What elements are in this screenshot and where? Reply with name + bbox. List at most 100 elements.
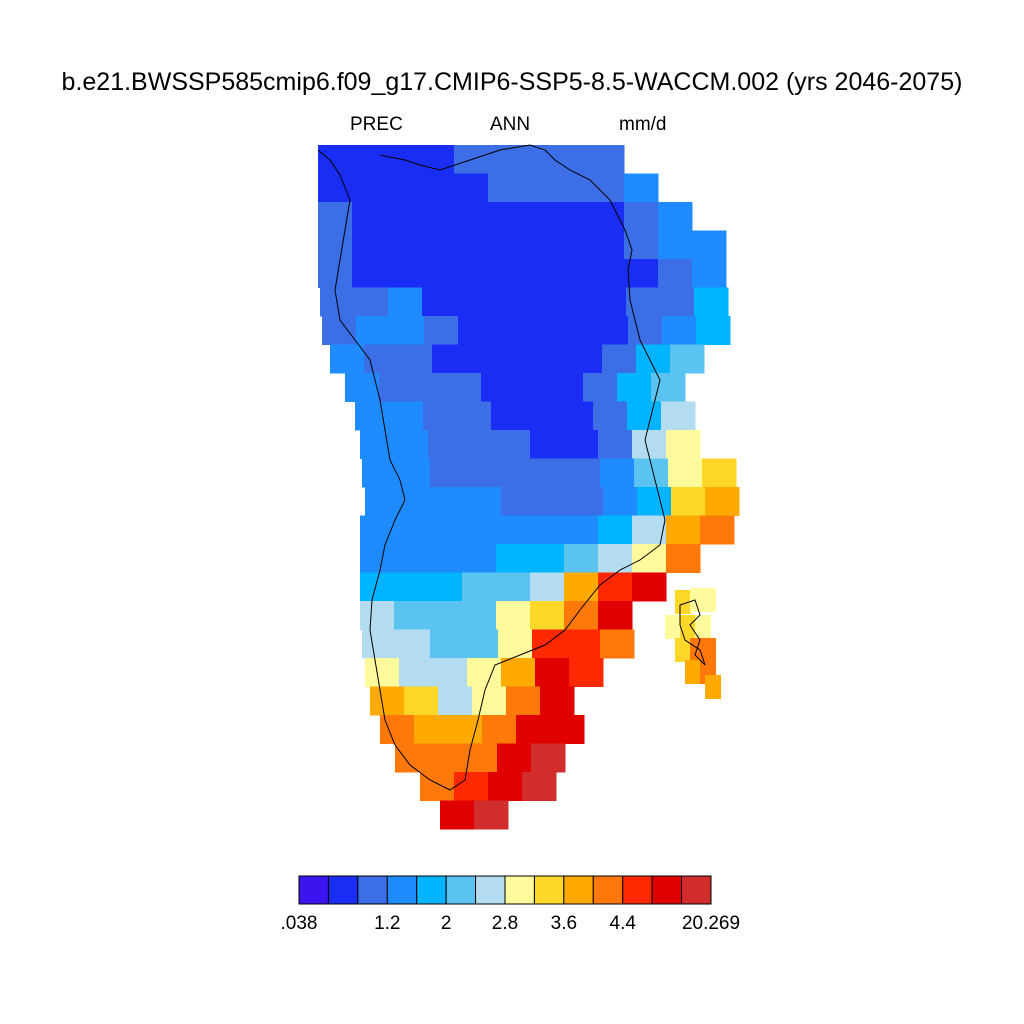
grid-cell	[534, 344, 569, 374]
grid-cell	[488, 772, 523, 801]
colorbar-box	[357, 875, 388, 905]
plot-title: b.e21.BWSSP585cmip6.f09_g17.CMIP6-SSP5-8…	[61, 68, 963, 96]
grid-cell	[462, 544, 497, 573]
grid-cell	[624, 202, 659, 231]
grid-cell	[496, 544, 531, 573]
grid-cell	[603, 487, 638, 516]
grid-cell	[651, 373, 686, 402]
grid-cell	[456, 287, 491, 317]
grid-cell	[462, 572, 497, 602]
grid-cell	[490, 287, 525, 317]
grid-cell	[632, 544, 667, 573]
grid-cell	[560, 316, 595, 345]
grid-cell	[705, 487, 740, 516]
colorbar-box	[504, 875, 535, 905]
grid-cell	[617, 373, 652, 402]
units-label: mm/d	[619, 114, 667, 135]
grid-cell	[692, 259, 727, 288]
grid-cell	[428, 515, 463, 545]
grid-cell	[624, 173, 659, 203]
grid-cell	[530, 572, 565, 602]
grid-cell	[420, 259, 455, 288]
grid-cell	[564, 572, 599, 602]
grid-cell	[498, 458, 533, 488]
grid-cell	[318, 230, 353, 260]
grid-cell	[700, 515, 735, 545]
grid-cell	[365, 487, 400, 516]
grid-cell	[386, 202, 421, 231]
grid-cell	[433, 658, 468, 687]
grid-cell	[522, 772, 557, 801]
grid-cell	[532, 629, 567, 659]
grid-cell	[530, 430, 565, 459]
grid-cell	[458, 316, 493, 345]
grid-cell	[662, 316, 697, 345]
grid-cell	[602, 344, 637, 374]
grid-cell	[530, 544, 565, 573]
colorbar-tick-label: 20.269	[682, 913, 740, 934]
grid-cell	[414, 715, 449, 744]
grid-cell	[530, 515, 565, 545]
colorbar-box	[533, 875, 565, 905]
grid-cell	[388, 287, 423, 317]
grid-cell	[355, 401, 390, 431]
grid-cell	[556, 202, 591, 231]
grid-cell	[488, 145, 523, 174]
grid-cell	[556, 145, 591, 174]
grid-cell	[394, 572, 429, 602]
grid-cell	[568, 344, 603, 374]
grid-cell	[627, 401, 662, 431]
grid-cell	[424, 316, 459, 345]
grid-cell	[395, 743, 430, 773]
grid-cell	[590, 230, 625, 260]
grid-cell	[496, 430, 531, 459]
grid-cell	[535, 487, 570, 516]
grid-cell	[433, 487, 468, 516]
grid-cell	[354, 287, 389, 317]
grid-cell	[624, 259, 659, 288]
grid-cell	[556, 259, 591, 288]
grid-cell	[454, 772, 489, 801]
grid-cell	[569, 658, 604, 687]
grid-cell	[600, 458, 635, 488]
grid-cell	[362, 629, 397, 659]
colorbar-tick-label: 3.6	[551, 913, 577, 934]
grid-cell	[600, 629, 635, 659]
grid-cell	[590, 145, 625, 174]
grid-cell	[488, 259, 523, 288]
grid-cell	[666, 515, 701, 545]
grid-cell	[398, 344, 433, 374]
grid-cell	[549, 373, 584, 402]
grid-cell	[389, 401, 424, 431]
grid-cell	[422, 287, 457, 317]
grid-cell	[464, 458, 499, 488]
grid-cell	[628, 316, 663, 345]
iceland-cell	[685, 660, 701, 684]
grid-cell	[666, 544, 701, 573]
colorbar-tick-label: 2	[441, 913, 452, 934]
grid-cell	[593, 401, 628, 431]
iceland-cell	[680, 615, 696, 639]
grid-cell	[660, 287, 695, 317]
grid-cell	[488, 230, 523, 260]
iceland-cells	[665, 588, 721, 699]
grid-cell	[365, 658, 400, 687]
grid-cell	[671, 487, 706, 516]
grid-cell	[598, 430, 633, 459]
grid-cell	[564, 515, 599, 545]
grid-cell	[457, 401, 492, 431]
grid-cell	[454, 173, 489, 203]
grid-cell	[447, 373, 482, 402]
grid-cell	[598, 601, 633, 630]
grid-cell	[525, 401, 560, 431]
grid-cell	[360, 572, 395, 602]
grid-cell	[472, 686, 507, 716]
colorbar-box	[298, 875, 329, 905]
grid-cell	[360, 515, 395, 545]
grid-cell	[394, 515, 429, 545]
colorbar-box	[475, 875, 506, 905]
grid-cell	[500, 344, 535, 374]
